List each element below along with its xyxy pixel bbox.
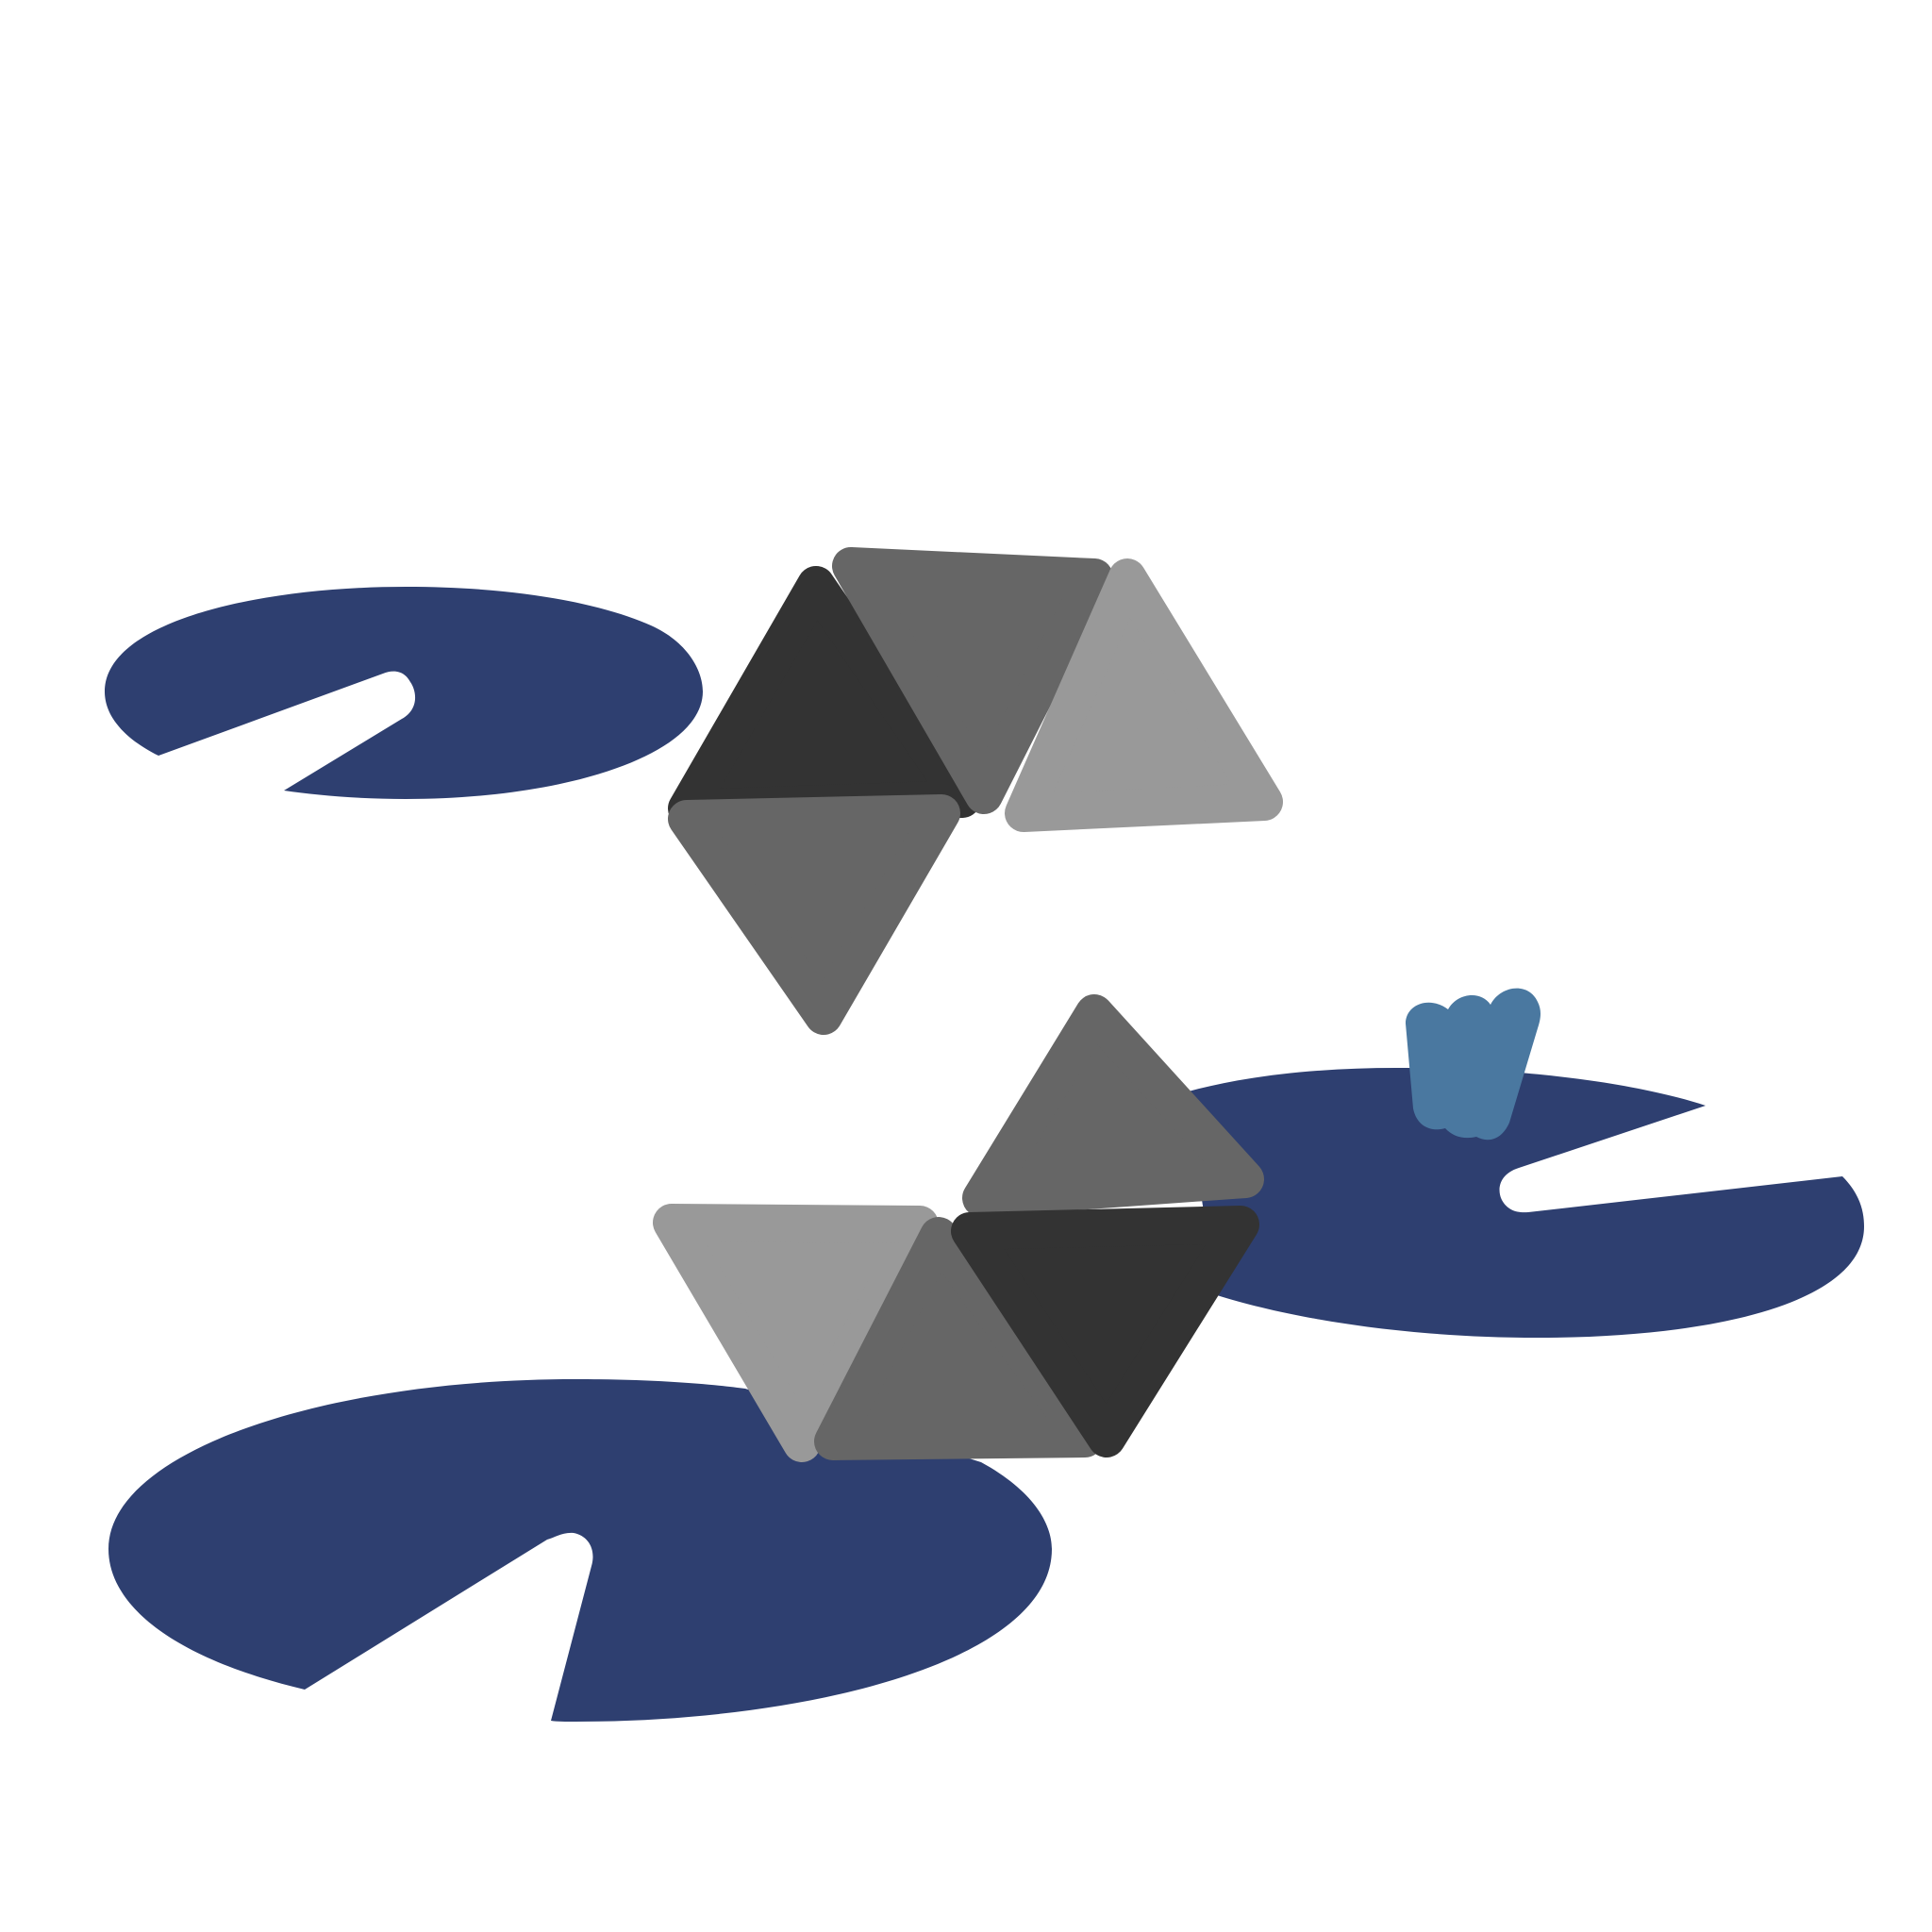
- lily-pad-bottom-left-icon: [108, 1379, 1052, 1722]
- triangle-tile-icon: [1005, 558, 1283, 832]
- triangle-tile-icon: [951, 1206, 1259, 1457]
- lily-pad-bottom-left: [108, 1379, 1052, 1722]
- upper-tile-cluster: [668, 547, 1283, 1035]
- bucket: [1406, 988, 1541, 1141]
- lily-pad-top-left-icon: [105, 587, 703, 799]
- triangle-tile-icon: [962, 994, 1264, 1217]
- lily-pad-right: [1185, 1068, 1864, 1338]
- lower-tile-cluster: [653, 994, 1264, 1462]
- lily-pad-top-left: [105, 587, 703, 799]
- bucket-icon: [1406, 988, 1541, 1141]
- triangle-tile-icon: [814, 1217, 1104, 1460]
- triangle-tile-icon: [653, 1204, 939, 1462]
- lily-pad-right-icon: [1185, 1068, 1864, 1338]
- triangle-tile-icon: [832, 547, 1113, 814]
- triangle-tile-icon: [668, 794, 960, 1035]
